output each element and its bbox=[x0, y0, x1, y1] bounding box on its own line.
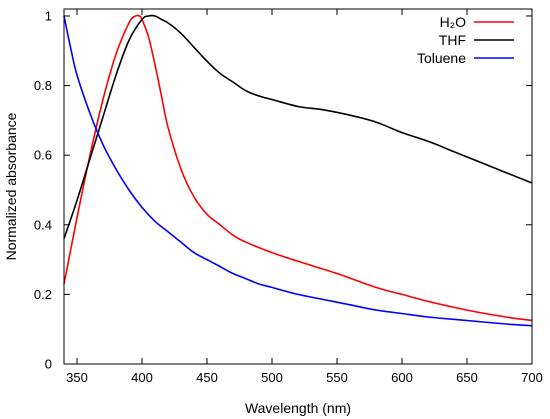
legend-label-h-o: H₂O bbox=[440, 14, 467, 30]
y-tick-label: 0.4 bbox=[34, 217, 52, 232]
y-axis-label: Normalized absorbance bbox=[3, 112, 19, 260]
y-tick-label: 0.8 bbox=[34, 78, 52, 93]
x-tick-label: 500 bbox=[261, 370, 283, 385]
series-line-thf bbox=[63, 14, 533, 239]
y-axis: 0 0.2 0.4 0.6 0.8 1 bbox=[34, 8, 532, 372]
plot-lines bbox=[63, 14, 533, 327]
x-tick-label: 650 bbox=[456, 370, 478, 385]
x-tick-label: 550 bbox=[326, 370, 348, 385]
x-tick-label: 450 bbox=[196, 370, 218, 385]
legend-label-toluene: Toluene bbox=[417, 50, 466, 66]
x-tick-label: 700 bbox=[521, 370, 543, 385]
x-axis: 350 400 450 500 550 600 650 700 bbox=[66, 9, 543, 385]
x-tick-label: 600 bbox=[391, 370, 413, 385]
legend-label-thf: THF bbox=[439, 32, 466, 48]
x-tick-label: 400 bbox=[131, 370, 153, 385]
y-tick-label: 0 bbox=[45, 357, 52, 372]
x-axis-label: Wavelength (nm) bbox=[245, 400, 351, 416]
y-tick-label: 1 bbox=[45, 8, 52, 23]
x-tick-label: 350 bbox=[66, 370, 88, 385]
legend: H₂O THF Toluene bbox=[417, 14, 514, 66]
y-tick-label: 0.6 bbox=[34, 148, 52, 163]
series-line-h-o bbox=[63, 14, 533, 322]
series-line-toluene bbox=[63, 15, 533, 327]
plot-frame bbox=[63, 8, 533, 365]
y-tick-label: 0.2 bbox=[34, 287, 52, 302]
